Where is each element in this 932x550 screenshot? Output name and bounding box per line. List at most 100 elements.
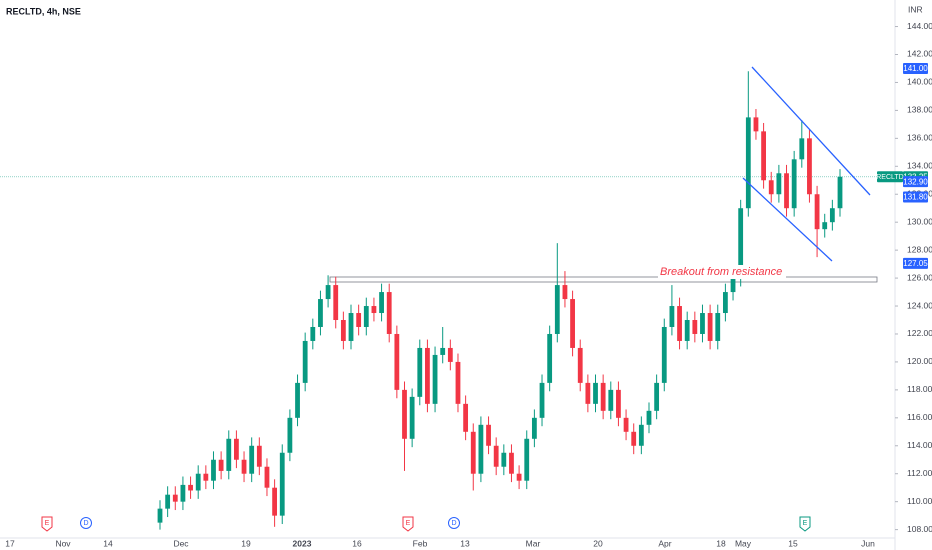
candle-body <box>264 466 270 488</box>
candle-body <box>814 194 820 230</box>
candle-body <box>386 292 392 334</box>
x-tick-label: Dec <box>173 538 189 548</box>
candle-body <box>707 313 713 341</box>
candle-body <box>654 382 660 411</box>
price-tag <box>903 176 928 188</box>
candle-body <box>325 285 331 300</box>
candle-body <box>593 382 598 404</box>
price-tag-label: 132.90 <box>903 177 928 186</box>
plot: 108.00 110.00 112.00 114.00 116.00 118.00 120.… <box>0 21 932 548</box>
y-tick-label: 130.00 <box>907 216 932 226</box>
candle-body <box>310 326 316 341</box>
y-tick-label: 120.00 <box>907 356 932 366</box>
candle-body <box>646 410 652 425</box>
y-tick-label: 136.00 <box>907 133 932 143</box>
candle-body <box>807 138 812 195</box>
price-tag-name-bg <box>877 171 903 183</box>
candle-body <box>608 389 614 411</box>
x-tick-label: 18 <box>716 538 726 548</box>
x-tick-label: Feb <box>413 538 428 548</box>
candle-body <box>829 208 835 223</box>
candle-body <box>425 347 430 404</box>
x-tick-label: 16 <box>352 538 362 548</box>
event-icon <box>799 516 811 532</box>
x-tick-label: 20 <box>593 538 603 548</box>
candle-body <box>638 424 644 446</box>
candle-body <box>661 326 667 383</box>
candle-body <box>799 138 805 160</box>
candle-body <box>218 459 224 471</box>
candle-body <box>470 431 476 474</box>
x-tick-label: 17 <box>5 538 15 548</box>
price-tag-label: 131.80 <box>903 193 928 202</box>
price-tag <box>903 62 928 74</box>
candle-body <box>761 131 766 181</box>
candle-body <box>600 382 606 411</box>
event-icon <box>448 517 460 529</box>
candle-body <box>402 389 407 439</box>
y-tick-label: 128.00 <box>907 244 932 254</box>
x-tick-label: 19 <box>241 538 251 548</box>
candle-body <box>692 320 698 334</box>
trendline-upper <box>751 66 871 196</box>
candle-body <box>279 452 285 516</box>
candle-body <box>669 306 675 327</box>
candle-body <box>340 320 346 341</box>
candle-body <box>195 473 201 491</box>
candle-body <box>447 347 453 362</box>
candle-body <box>234 438 239 460</box>
candle-body <box>684 320 690 341</box>
candle-body <box>730 278 736 293</box>
candle-body <box>256 445 262 467</box>
candle-body <box>417 347 423 397</box>
y-tick-label: 110.00 <box>907 496 932 506</box>
candle-body <box>394 333 400 390</box>
y-tick-label: 118.00 <box>907 384 932 394</box>
candle-body <box>722 292 728 314</box>
candle-body <box>203 473 209 481</box>
event-label: D <box>451 520 456 527</box>
candle-body <box>211 459 216 481</box>
candle-body <box>249 445 255 474</box>
annotation-bg <box>658 265 786 279</box>
candle-body <box>516 473 522 481</box>
candle-body <box>776 173 782 195</box>
candle-body <box>333 285 339 321</box>
candle-body <box>287 417 293 453</box>
candle-body <box>577 347 583 383</box>
candle-body <box>784 173 789 209</box>
candle-body <box>348 313 354 341</box>
candle-body <box>585 382 591 404</box>
x-tick-label: Apr <box>658 538 671 548</box>
candle-body <box>180 484 186 502</box>
candle-body <box>318 299 323 327</box>
y-tick-label: 112.00 <box>907 468 932 478</box>
currency-label: INR <box>908 4 923 14</box>
candle-body <box>570 299 575 348</box>
x-tick-label: 14 <box>103 538 113 548</box>
resistance-zone <box>329 276 878 283</box>
candle-body <box>432 354 438 404</box>
price-tag <box>903 191 928 203</box>
y-tick-label: 138.00 <box>907 105 932 115</box>
candle-body <box>539 382 545 418</box>
y-tick-label: 140.00 <box>907 77 932 87</box>
chart-title: RECLTD, 4h, NSE <box>6 6 81 16</box>
x-tick-label: May <box>735 538 752 548</box>
y-tick-label: 122.00 <box>907 328 932 338</box>
candle-body <box>822 222 828 230</box>
candle-body <box>440 347 446 355</box>
candle-body <box>241 459 247 474</box>
candle-body <box>715 313 721 341</box>
x-tick-label: Jun <box>861 538 875 548</box>
candle-body <box>745 117 751 209</box>
price-tag-label: 127.05 <box>903 259 928 268</box>
candle-body <box>486 424 491 446</box>
event-label: D <box>83 520 88 527</box>
candle-body <box>547 333 553 383</box>
candle-body <box>768 180 774 195</box>
candle-body <box>493 445 499 467</box>
